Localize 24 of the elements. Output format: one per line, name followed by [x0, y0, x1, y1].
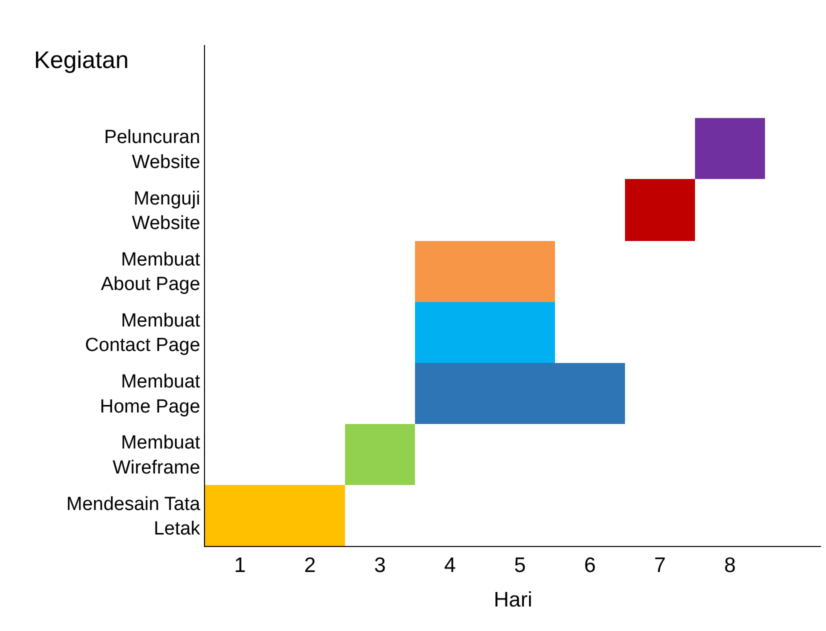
y-axis-title: Kegiatan: [34, 47, 129, 74]
bar: [415, 302, 555, 363]
x-tick-label: 3: [374, 554, 386, 578]
x-axis-title: Hari: [494, 588, 532, 612]
x-tick-label: 5: [514, 554, 526, 578]
bar: [415, 241, 555, 302]
bar: [695, 118, 765, 179]
y-tick-label: Membuat Contact Page: [85, 310, 201, 356]
y-tick-label: Membuat Home Page: [100, 372, 201, 418]
y-tick-label: Membuat Wireframe: [112, 432, 201, 478]
x-tick-label: 6: [584, 554, 596, 578]
y-tick-label: Mendesain Tata Letak: [66, 494, 201, 540]
bar: [345, 424, 415, 485]
bar: [415, 363, 625, 424]
y-tick-label: Peluncuran Website: [104, 127, 200, 173]
x-tick-label: 1: [234, 554, 246, 578]
x-tick-label: 8: [724, 554, 736, 578]
x-tick-label: 4: [444, 554, 456, 578]
bar: [625, 179, 695, 241]
y-tick-label: Menguji Website: [132, 188, 200, 234]
x-tick-label: 2: [304, 554, 316, 578]
x-tick-label: 7: [654, 554, 666, 578]
bar: [205, 485, 345, 546]
y-tick-label: Membuat About Page: [100, 249, 201, 296]
